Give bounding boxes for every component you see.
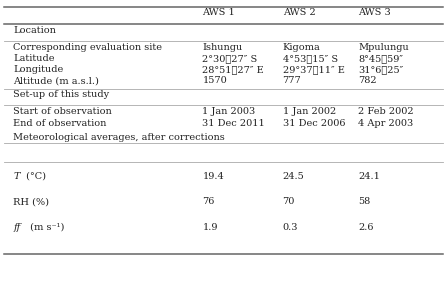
Text: 24.5: 24.5 (283, 172, 304, 181)
Text: Kigoma: Kigoma (283, 43, 320, 52)
Text: Set-up of this study: Set-up of this study (13, 90, 109, 99)
Text: 782: 782 (358, 76, 377, 85)
Text: Start of observation: Start of observation (13, 107, 112, 116)
Text: RH (%): RH (%) (13, 197, 49, 206)
Text: 31 Dec 2011: 31 Dec 2011 (202, 119, 265, 128)
Text: 2 Feb 2002: 2 Feb 2002 (358, 107, 414, 116)
Text: 777: 777 (283, 76, 301, 85)
Text: T: T (13, 172, 20, 181)
Text: Location: Location (13, 26, 56, 35)
Text: AWS 1: AWS 1 (202, 8, 235, 17)
Text: 8°45‧59″: 8°45‧59″ (358, 54, 403, 63)
Text: 31°6‧25″: 31°6‧25″ (358, 65, 404, 74)
Text: 2°30‧27″ S: 2°30‧27″ S (202, 54, 258, 63)
Text: 58: 58 (358, 197, 371, 206)
Text: Mpulungu: Mpulungu (358, 43, 409, 52)
Text: 1570: 1570 (202, 76, 227, 85)
Text: 4°53‧15″ S: 4°53‧15″ S (283, 54, 338, 63)
Text: 1.9: 1.9 (202, 223, 218, 232)
Text: AWS 2: AWS 2 (283, 8, 316, 17)
Text: 0.3: 0.3 (283, 223, 298, 232)
Text: 28°51‧27″ E: 28°51‧27″ E (202, 65, 264, 74)
Text: AWS 3: AWS 3 (358, 8, 391, 17)
Text: ff: ff (13, 223, 20, 232)
Text: 24.1: 24.1 (358, 172, 380, 181)
Text: 76: 76 (202, 197, 215, 206)
Text: (°C): (°C) (23, 172, 46, 181)
Text: Meteorological averages, after corrections: Meteorological averages, after correctio… (13, 133, 225, 142)
Text: (m s⁻¹): (m s⁻¹) (27, 223, 64, 232)
Text: 19.4: 19.4 (202, 172, 224, 181)
Text: Altitude (m a.s.l.): Altitude (m a.s.l.) (13, 76, 99, 85)
Text: Latitude: Latitude (13, 54, 55, 63)
Text: 31 Dec 2006: 31 Dec 2006 (283, 119, 345, 128)
Text: 4 Apr 2003: 4 Apr 2003 (358, 119, 413, 128)
Text: Longitude: Longitude (13, 65, 64, 74)
Text: End of observation: End of observation (13, 119, 107, 128)
Text: 70: 70 (283, 197, 295, 206)
Text: 2.6: 2.6 (358, 223, 374, 232)
Text: Ishungu: Ishungu (202, 43, 243, 52)
Text: 1 Jan 2003: 1 Jan 2003 (202, 107, 256, 116)
Text: Corresponding evaluation site: Corresponding evaluation site (13, 43, 162, 52)
Text: 1 Jan 2002: 1 Jan 2002 (283, 107, 336, 116)
Text: 29°37‧11″ E: 29°37‧11″ E (283, 65, 344, 74)
